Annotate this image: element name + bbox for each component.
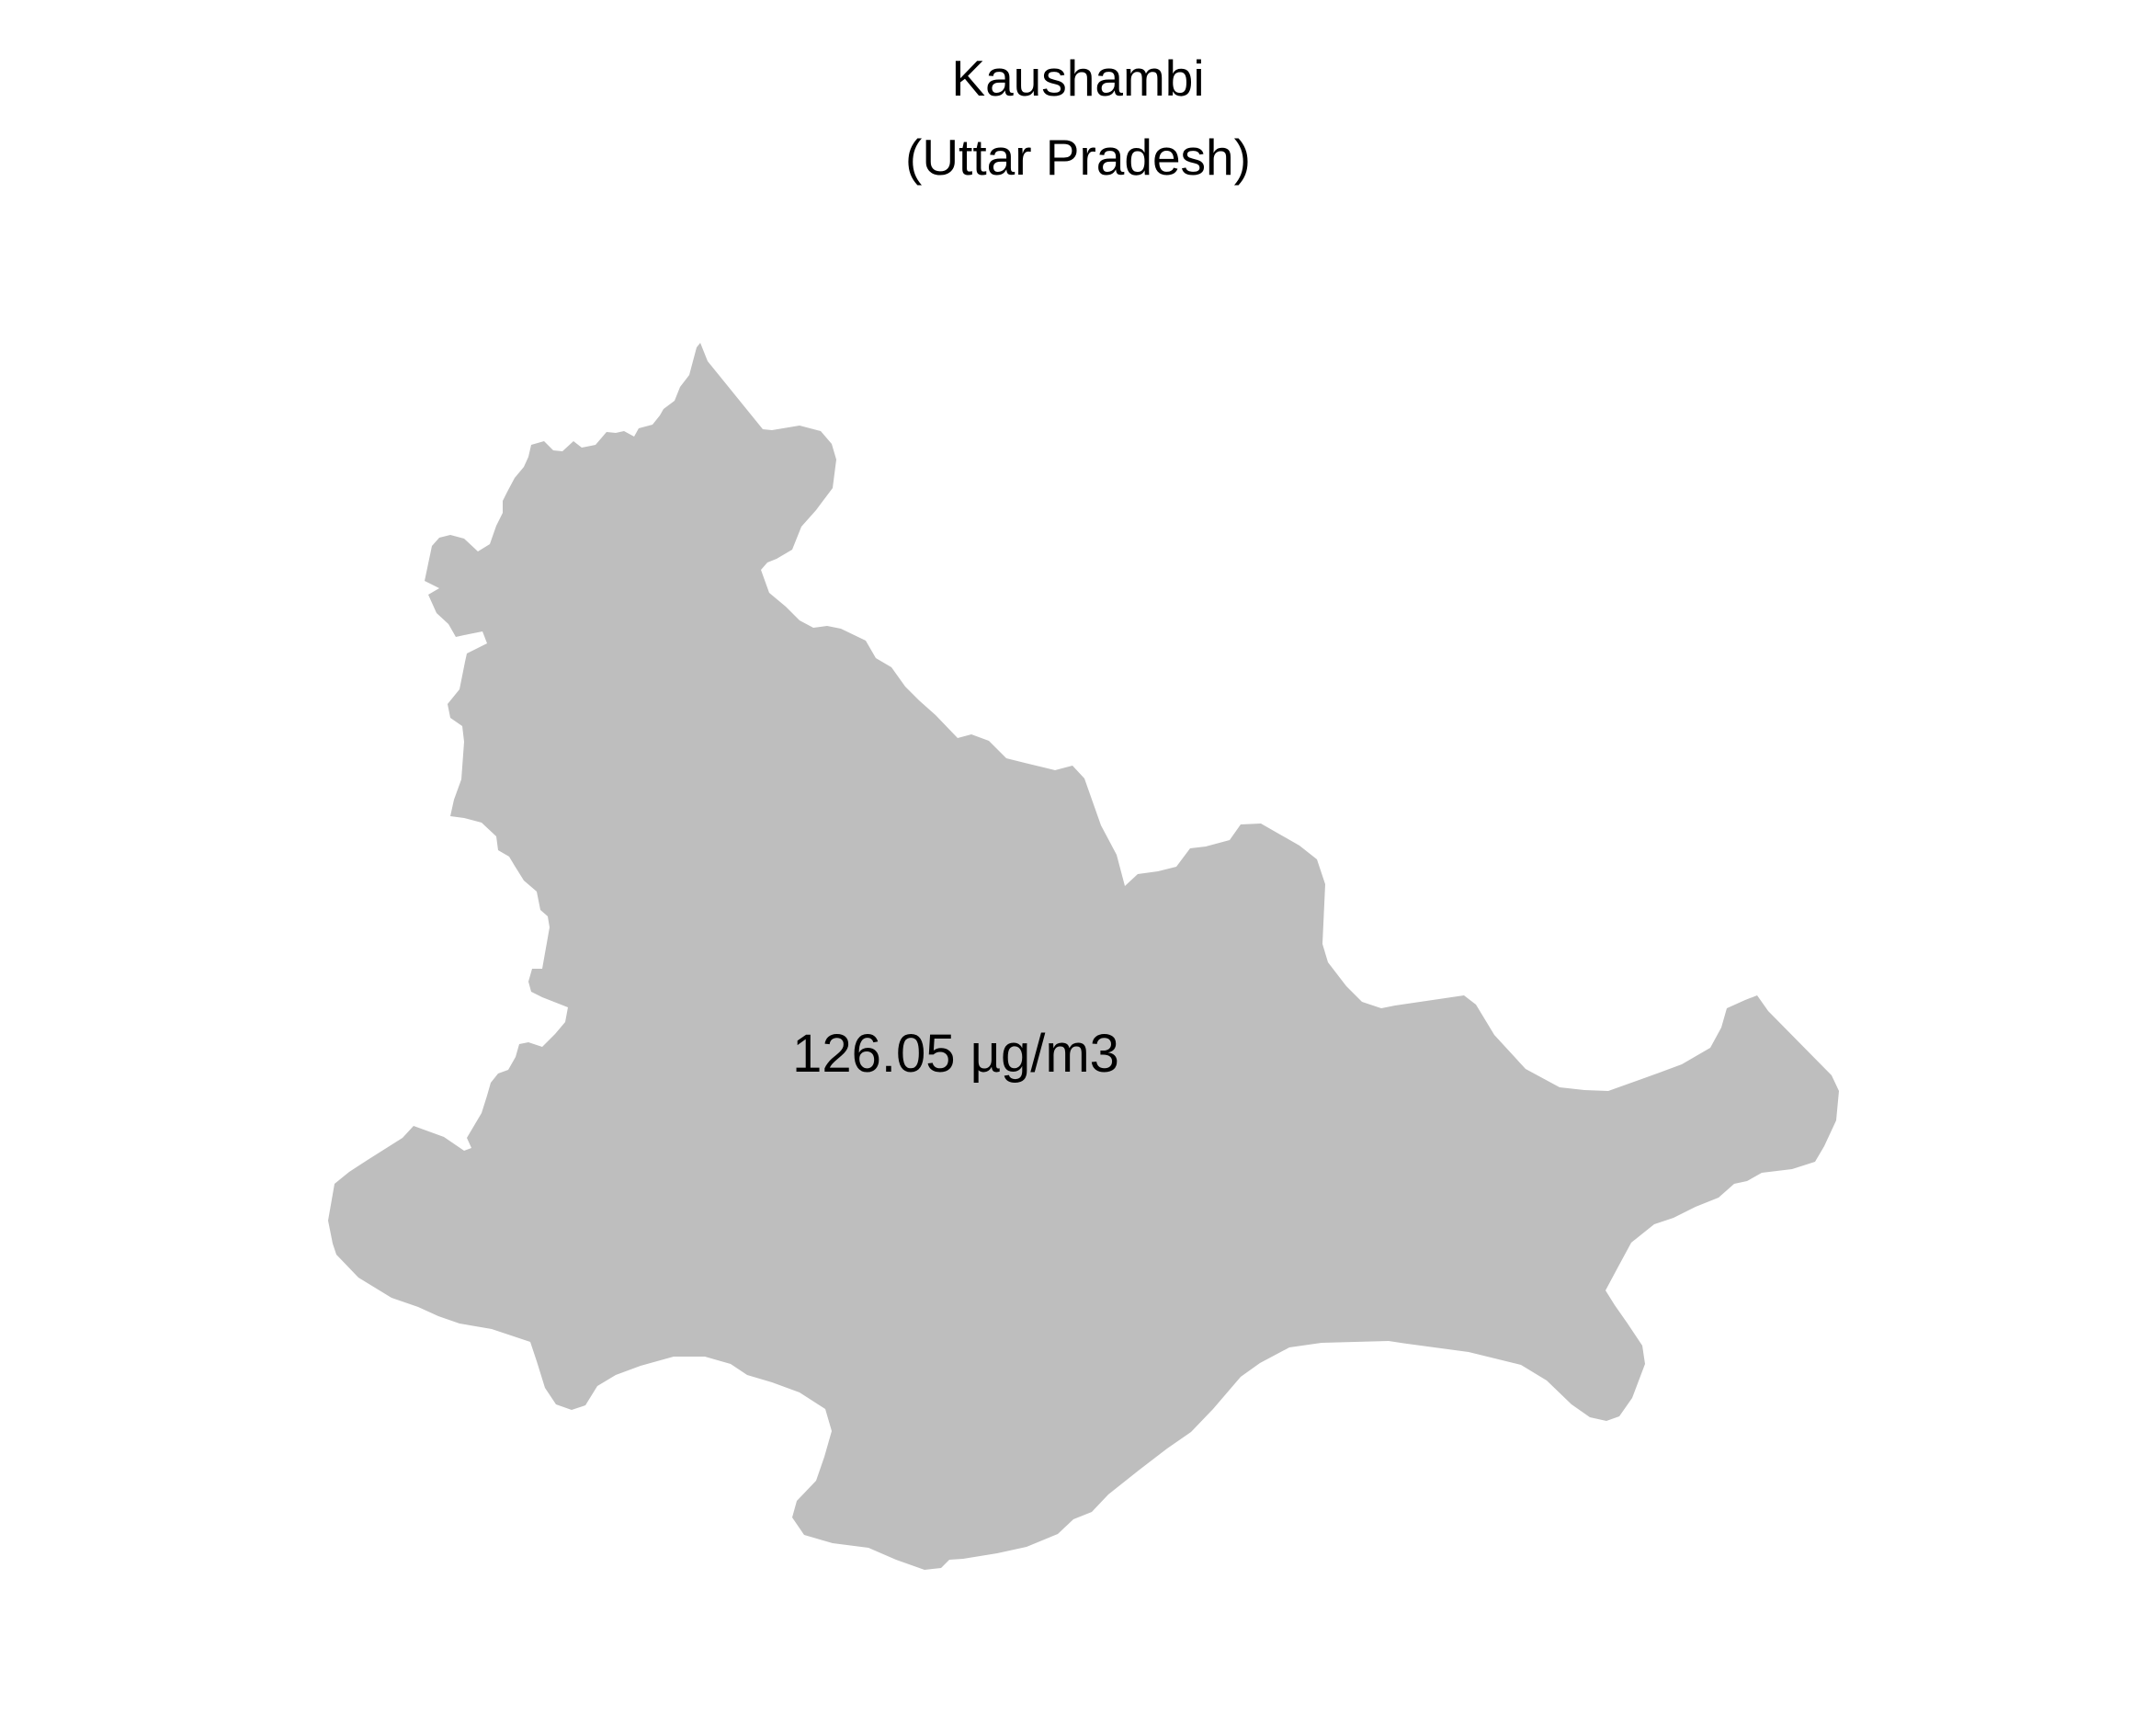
district-boundary-shape	[328, 343, 1839, 1570]
map-subtitle: (Uttar Pradesh)	[905, 129, 1251, 186]
pollution-value-label: 126.05 µg/m3	[792, 1024, 1119, 1084]
map-title: Kaushambi	[951, 50, 1205, 107]
